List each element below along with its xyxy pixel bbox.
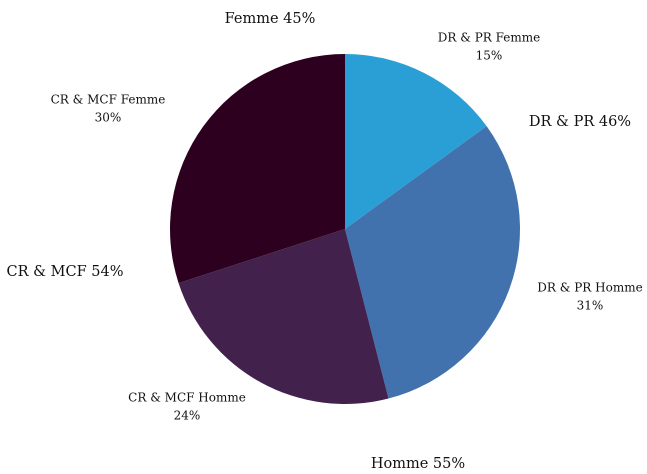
slice-label: DR & PR Homme bbox=[537, 281, 642, 295]
group-annotation: Homme 55% bbox=[371, 456, 465, 472]
pie-slice bbox=[178, 229, 389, 404]
pie-slice bbox=[169, 54, 345, 284]
slice-label: CR & MCF Homme bbox=[128, 391, 246, 405]
pie-slice bbox=[345, 126, 520, 399]
pie-slice bbox=[345, 54, 487, 229]
slice-value-label: 15% bbox=[476, 49, 503, 63]
slice-value-label: 24% bbox=[174, 409, 201, 423]
group-annotation: Femme 45% bbox=[225, 11, 316, 27]
slice-value-label: 31% bbox=[577, 299, 604, 313]
group-annotation: CR & MCF 54% bbox=[7, 264, 124, 280]
slice-label: DR & PR Femme bbox=[438, 31, 541, 45]
slice-value-label: 30% bbox=[95, 111, 122, 125]
group-annotation: DR & PR 46% bbox=[529, 114, 631, 130]
slice-label: CR & MCF Femme bbox=[51, 93, 166, 107]
